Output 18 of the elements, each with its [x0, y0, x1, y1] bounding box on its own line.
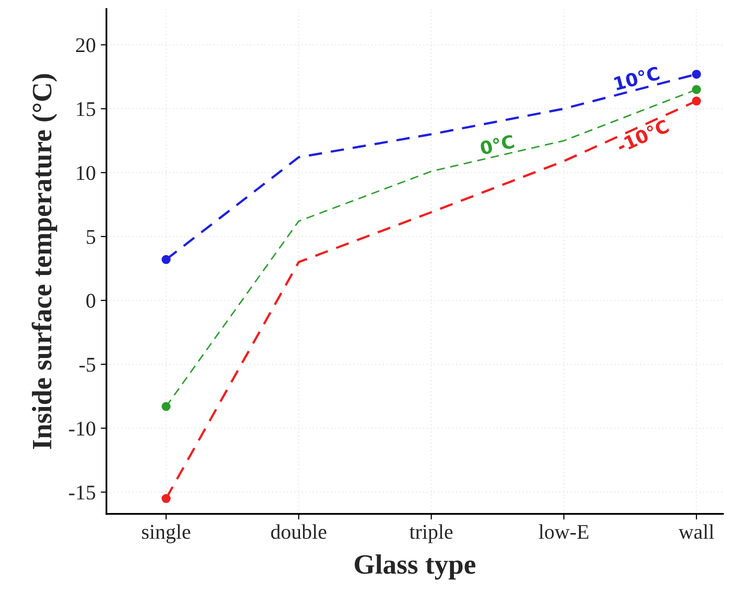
x-tick-label: low-E [538, 524, 588, 539]
y-tick-label: 5 [86, 230, 96, 244]
text: 10°C [614, 66, 660, 91]
y-tick-label: 0 [86, 294, 96, 308]
x-tick-label: double [271, 524, 326, 539]
y-tick-label: 10 [77, 166, 96, 180]
x-axis-title: Glass type [354, 554, 476, 580]
x-tick-label: triple [410, 524, 453, 544]
x-tick-label: single [142, 524, 190, 544]
y-tick-label: -15 [69, 486, 96, 500]
text: 0°C [480, 134, 515, 156]
y-axis-title: Inside surface temperature (°C) [32, 74, 58, 450]
y-tick-label: 15 [77, 102, 96, 116]
y-tick-label: -10 [69, 422, 96, 436]
y-tick-label: -5 [79, 358, 96, 372]
x-tick-label: wall [678, 524, 714, 539]
text: -10°C [616, 118, 670, 154]
y-tick-label: 20 [76, 38, 96, 52]
